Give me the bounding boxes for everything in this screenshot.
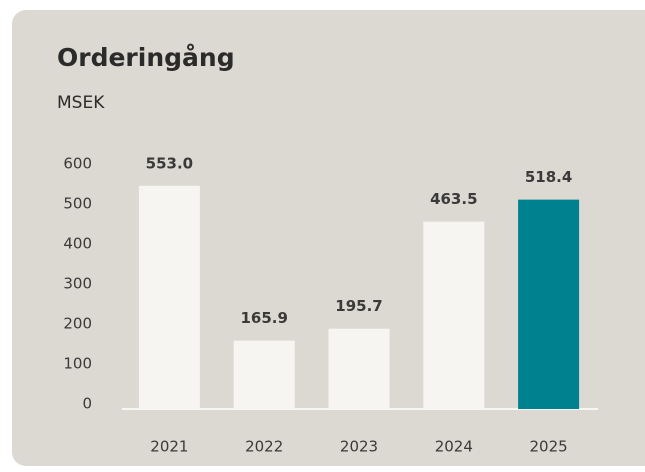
value-label: 165.9	[240, 309, 287, 327]
y-tick-label: 0	[82, 395, 92, 413]
bar	[423, 221, 485, 409]
x-tick-label: 2023	[340, 438, 378, 456]
y-tick-label: 300	[63, 275, 92, 293]
x-tick-label: 2024	[435, 438, 473, 456]
x-tick-label: 2022	[245, 438, 283, 456]
bar	[138, 185, 200, 409]
bar	[328, 328, 390, 409]
y-tick-label: 200	[63, 315, 92, 333]
value-label: 518.4	[525, 168, 572, 186]
x-tick-label: 2021	[150, 438, 188, 456]
y-tick-label: 400	[63, 235, 92, 253]
y-tick-label: 100	[63, 355, 92, 373]
bar	[518, 199, 580, 409]
value-label: 463.5	[430, 190, 477, 208]
y-tick-label: 600	[63, 155, 92, 173]
value-label: 553.0	[146, 154, 193, 172]
bar	[233, 340, 295, 409]
chart-title: Orderingång	[57, 43, 235, 72]
y-tick-label: 500	[63, 195, 92, 213]
x-tick-label: 2025	[530, 438, 568, 456]
chart-subtitle: MSEK	[57, 93, 105, 113]
value-label: 195.7	[335, 297, 382, 315]
